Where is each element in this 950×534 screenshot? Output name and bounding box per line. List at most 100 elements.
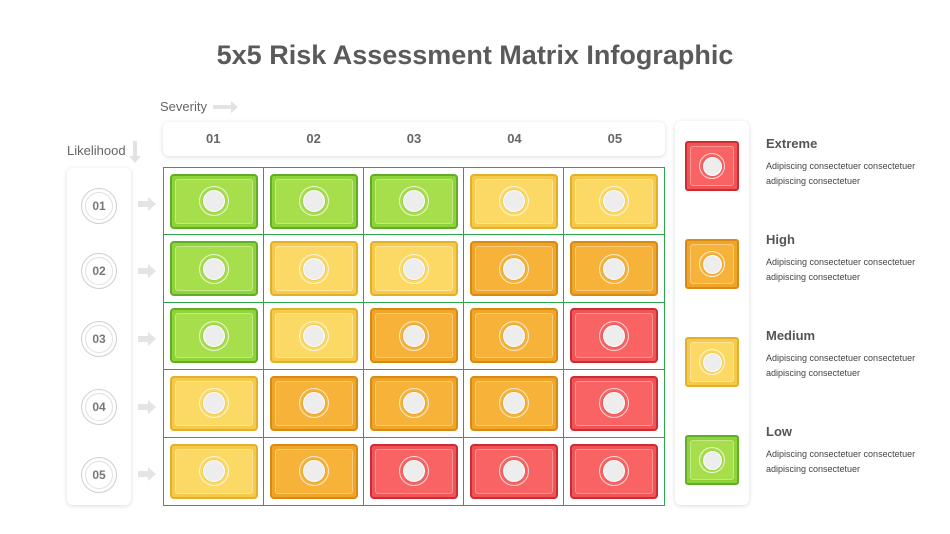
circle-icon [599,320,629,351]
column-label: 02 [306,131,321,146]
circle-icon [198,253,229,284]
matrix-cell [264,235,364,303]
legend-entry-extreme: Extreme Adipiscing consectetuer consecte… [766,136,926,189]
column-label: 01 [205,131,221,146]
risk-tile-medium[interactable] [369,241,458,297]
severity-column-header: 01 02 03 04 05 [163,122,665,156]
row-label: 02 [92,264,106,278]
matrix-cell [464,235,564,303]
column-label: 03 [406,131,422,146]
severity-axis-label: Severity [160,99,238,114]
circle-icon [599,456,629,487]
risk-tile-high[interactable] [469,375,558,431]
circle-icon [398,388,429,419]
legend-swatch-low [685,435,739,485]
matrix-cell [164,302,264,371]
matrix-cell [164,437,264,505]
risk-tile-high[interactable] [469,308,558,364]
risk-tile-extreme[interactable] [469,443,558,499]
row-arrow-icon [138,467,156,481]
risk-tile-medium[interactable] [469,173,558,229]
risk-tile-extreme[interactable] [570,308,658,364]
circle-icon [699,153,725,179]
circle-icon [699,447,725,473]
matrix-cell [164,168,264,236]
matrix-cell [564,235,664,303]
legend-description: Adipiscing consectetuer consectetuer adi… [766,161,916,186]
risk-tile-extreme[interactable] [369,443,458,499]
risk-tile-low[interactable] [369,173,458,229]
row-label: 01 [92,199,106,213]
risk-tile-extreme[interactable] [570,443,658,499]
circle-icon [298,388,329,419]
matrix-cell [264,437,364,505]
risk-matrix-grid [163,167,665,506]
circle-icon [298,186,329,217]
matrix-cell [464,437,564,505]
risk-tile-medium[interactable] [269,308,358,364]
matrix-cell [264,302,364,371]
row-arrow-icon [138,332,156,346]
legend-title: Medium [766,328,816,343]
row-number-badge: 02 [81,253,117,289]
legend-swatch-high [685,239,739,289]
risk-tile-high[interactable] [570,241,658,297]
row-number-badge: 05 [81,457,117,493]
circle-icon [599,186,629,217]
risk-tile-high[interactable] [269,443,358,499]
legend-swatch-medium [685,337,739,387]
risk-tile-high[interactable] [469,241,558,297]
column-label: 04 [507,131,522,146]
risk-tile-low[interactable] [169,241,258,297]
matrix-cell [264,370,364,438]
row-number-badge: 04 [81,389,117,425]
risk-tile-low[interactable] [269,173,358,229]
legend-description: Adipiscing consectetuer consectetuer adi… [766,449,916,474]
risk-tile-high[interactable] [369,375,458,431]
risk-tile-medium[interactable] [169,443,258,499]
circle-icon [398,253,429,284]
risk-tile-extreme[interactable] [570,375,658,431]
likelihood-axis-label: Likelihood [67,140,141,163]
likelihood-row-header: 01 02 03 04 05 [67,168,131,505]
arrow-right-icon [212,100,238,113]
risk-tile-medium[interactable] [269,241,358,297]
matrix-cell [464,302,564,371]
circle-icon [298,456,329,487]
row-arrow-icon [138,400,156,414]
row-label: 03 [92,332,106,346]
circle-icon [198,388,229,419]
risk-tile-low[interactable] [169,308,258,364]
circle-icon [599,388,629,419]
matrix-cell [564,370,664,438]
circle-icon [498,388,529,419]
matrix-cell [264,168,364,236]
likelihood-label-text: Likelihood [67,143,126,158]
legend-panel [675,121,749,505]
row-arrow-icon [138,197,156,211]
legend-title: Extreme [766,136,818,151]
circle-icon [699,251,725,277]
risk-tile-medium[interactable] [570,173,658,229]
risk-tile-high[interactable] [269,375,358,431]
risk-tile-medium[interactable] [169,375,258,431]
matrix-cell [564,168,664,236]
circle-icon [498,253,529,284]
matrix-cell [564,303,664,371]
circle-icon [298,253,329,284]
circle-icon [398,456,429,487]
row-label: 04 [92,400,106,414]
matrix-cell [364,235,464,303]
risk-tile-low[interactable] [169,173,258,229]
circle-icon [699,349,725,375]
matrix-cell [364,437,464,505]
legend-title: High [766,232,795,247]
legend-description: Adipiscing consectetuer consectetuer adi… [766,353,916,378]
arrow-down-icon [128,140,141,163]
circle-icon [198,456,229,487]
row-number-badge: 01 [81,188,117,224]
matrix-cell [364,168,464,236]
risk-tile-high[interactable] [369,308,458,364]
matrix-cell [364,370,464,438]
severity-label-text: Severity [160,99,207,114]
